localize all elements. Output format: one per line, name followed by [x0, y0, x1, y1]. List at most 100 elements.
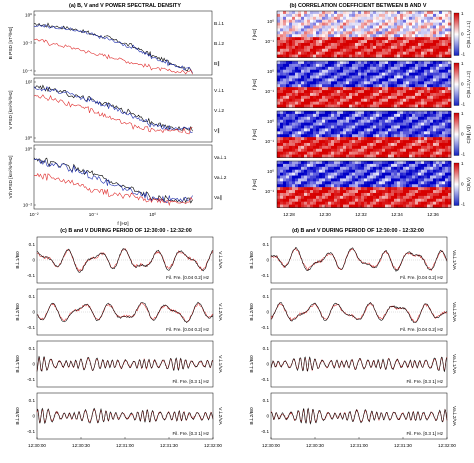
- corr-cell: [370, 137, 374, 141]
- corr-cell: [283, 201, 287, 205]
- corr-cell: [292, 92, 296, 97]
- corr-cell: [421, 125, 425, 129]
- corr-cell: [442, 178, 446, 182]
- corr-cell: [391, 92, 395, 97]
- corr-cell: [358, 192, 362, 197]
- corr-cell: [331, 63, 335, 68]
- corr-cell: [313, 145, 317, 150]
- corr-cell: [286, 92, 290, 97]
- corr-cell: [322, 69, 326, 73]
- corr-cell: [298, 151, 302, 155]
- corr-cell: [385, 90, 389, 94]
- corr-cell: [394, 13, 398, 18]
- corr-cell: [400, 204, 404, 208]
- corr-cell: [364, 145, 368, 150]
- corr-cell: [358, 116, 362, 121]
- corr-cell: [400, 66, 404, 71]
- corr-cell: [313, 98, 317, 102]
- corr-cell: [421, 134, 425, 138]
- corr-cell: [340, 166, 344, 171]
- corr-cell: [349, 128, 353, 132]
- corr-cell: [379, 154, 383, 158]
- corr-cell: [379, 190, 383, 194]
- corr-cell: [355, 51, 359, 55]
- corr-cell: [382, 184, 386, 188]
- corr-cell: [286, 192, 290, 197]
- corr-cell: [340, 31, 344, 35]
- corr-cell: [352, 34, 356, 38]
- corr-cell: [280, 175, 284, 179]
- corr-cell: [295, 154, 299, 158]
- corr-cell: [415, 195, 419, 200]
- psd-ytick: 10⁰: [25, 147, 32, 152]
- corr-cell: [424, 51, 428, 55]
- corr-cell: [388, 42, 392, 47]
- corr-cell: [337, 131, 341, 135]
- corr-cell: [343, 54, 347, 58]
- corr-cell: [436, 184, 440, 188]
- corr-cell: [322, 11, 326, 15]
- corr-cell: [316, 128, 320, 132]
- corr-cell: [343, 161, 347, 165]
- corr-cell: [283, 37, 287, 41]
- corr-cell: [286, 122, 290, 126]
- corr-cell: [412, 137, 416, 141]
- corr-cell: [310, 169, 314, 173]
- corr-cell: [358, 172, 362, 176]
- corr-cell: [373, 81, 377, 85]
- corr-cell: [376, 184, 380, 188]
- corr-cell: [337, 19, 341, 23]
- corr-cell: [343, 169, 347, 173]
- corr-cell: [376, 78, 380, 82]
- corr-cell: [310, 69, 314, 73]
- corr-cell: [385, 178, 389, 182]
- corr-cell: [307, 98, 311, 102]
- corr-cell: [316, 37, 320, 41]
- corr-cell: [319, 34, 323, 38]
- corr-cell: [445, 131, 449, 135]
- corr-cell: [331, 198, 335, 202]
- corr-cell: [397, 145, 401, 150]
- corr-cell: [289, 128, 293, 132]
- corr-cell: [412, 42, 416, 47]
- corr-cell: [289, 192, 293, 197]
- corr-cell: [439, 98, 443, 102]
- corr-cell: [307, 119, 311, 123]
- corr-cell: [424, 148, 428, 152]
- corr-cell: [352, 61, 356, 65]
- corr-cell: [436, 151, 440, 155]
- corr-cell: [283, 134, 287, 138]
- corr-cell: [436, 181, 440, 185]
- corr-cell: [283, 90, 287, 94]
- corr-cell: [289, 166, 293, 171]
- corr-cell: [358, 198, 362, 202]
- corr-cell: [334, 34, 338, 38]
- corr-cell: [394, 95, 398, 100]
- corr-cell: [373, 198, 377, 202]
- corr-cell: [415, 192, 419, 197]
- corr-cell: [346, 40, 350, 44]
- corr-cell: [343, 78, 347, 82]
- corr-cell: [292, 19, 296, 23]
- corr-cell: [448, 131, 452, 135]
- corr-cell: [286, 16, 290, 21]
- corr-cell: [340, 61, 344, 65]
- corr-cell: [322, 148, 326, 152]
- corr-cell: [298, 192, 302, 197]
- corr-cell: [346, 198, 350, 202]
- corr-cell: [430, 98, 434, 102]
- corr-cell: [412, 151, 416, 155]
- corr-cell: [412, 63, 416, 68]
- corr-cell: [298, 137, 302, 141]
- corr-cell: [346, 142, 350, 147]
- corr-cell: [295, 19, 299, 23]
- corr-cell: [301, 45, 305, 50]
- corr-cell: [283, 125, 287, 129]
- corr-cell: [325, 51, 329, 55]
- corr-cell: [406, 19, 410, 23]
- corr-cell: [412, 40, 416, 44]
- corr-cell: [364, 184, 368, 188]
- corr-cell: [388, 25, 392, 29]
- corr-cell: [307, 75, 311, 79]
- corr-cell: [382, 78, 386, 82]
